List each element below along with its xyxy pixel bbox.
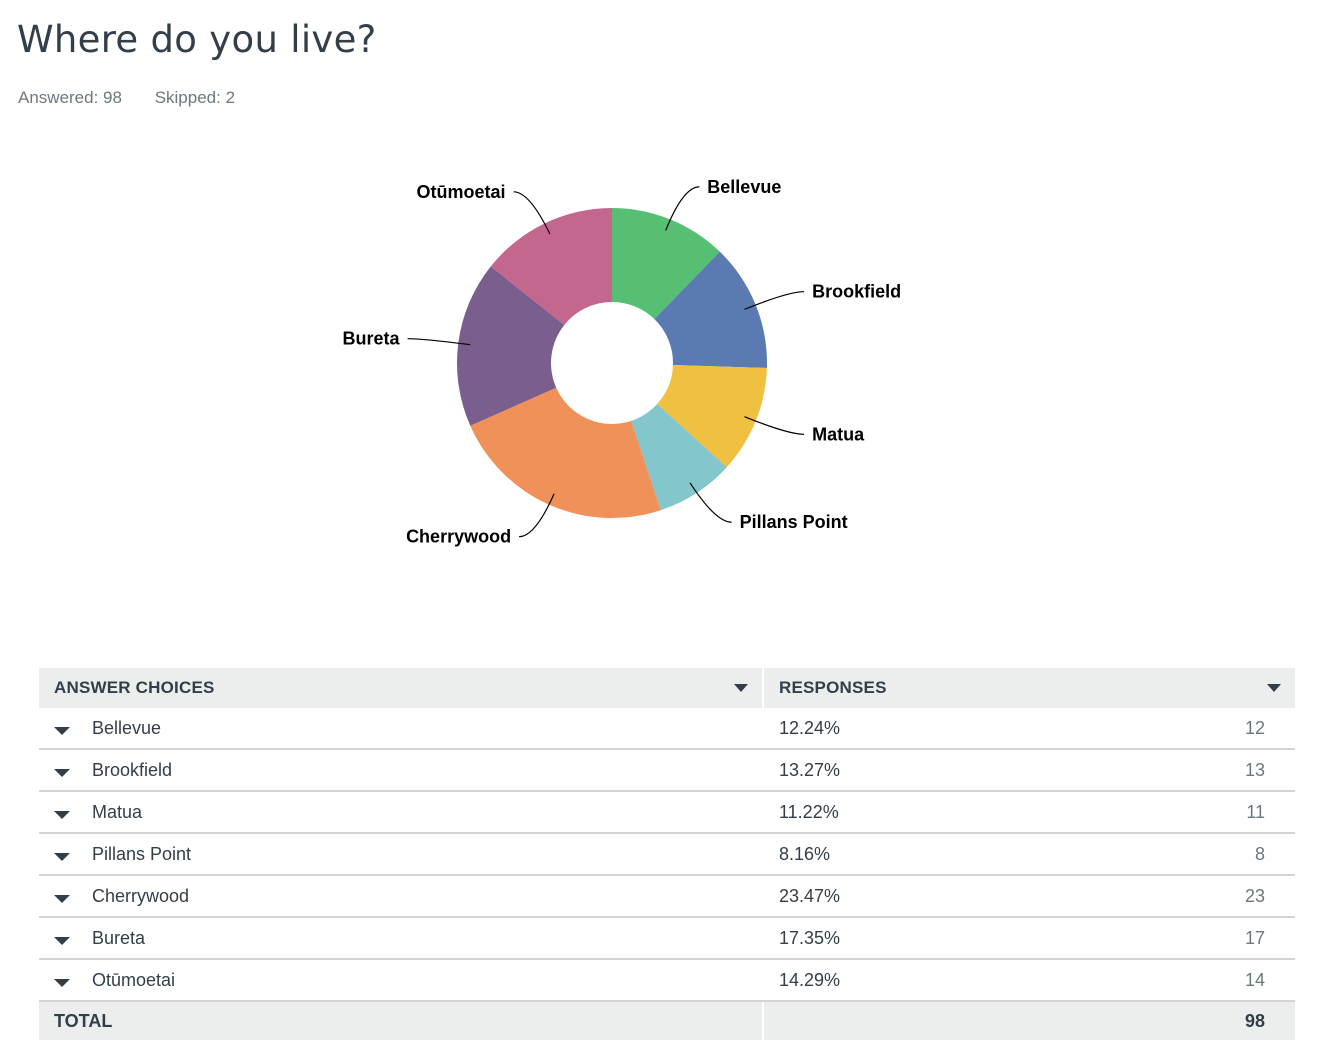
total-value: 98 [1244, 1010, 1265, 1031]
table-row: Brookfield 13.27% 13 [39, 749, 1295, 792]
header-answer-choices[interactable]: ANSWER CHOICES [39, 668, 763, 708]
answer-percent: 17.35% [779, 927, 841, 948]
expand-icon[interactable] [54, 894, 70, 903]
header-answer-choices-label: ANSWER CHOICES [54, 678, 215, 697]
sort-icon[interactable] [734, 684, 748, 692]
answer-count: 8 [1254, 843, 1265, 864]
answer-label: Pillans Point [92, 843, 192, 864]
answer-count: 12 [1244, 717, 1265, 738]
leader-line [744, 291, 805, 310]
slice-label: Bellevue [707, 177, 781, 197]
table-row: Pillans Point 8.16% 8 [39, 833, 1295, 876]
answer-percent: 11.22% [779, 801, 839, 822]
expand-icon[interactable] [54, 978, 70, 987]
leader-line [513, 191, 551, 235]
table-row: Otūmoetai 14.29% 14 [39, 959, 1295, 1002]
donut-chart: Bellevue Brookfield Matua Pillans Point Cher… [343, 177, 902, 547]
slice-label: Brookfield [812, 282, 901, 302]
pie-slice-ot-moetai[interactable] [490, 208, 612, 325]
answer-label: Bureta [92, 927, 146, 948]
answer-count: 11 [1246, 801, 1265, 822]
slice-label: Bureta [343, 329, 401, 349]
leader-line [665, 186, 700, 231]
slice-label: Matua [812, 424, 865, 444]
answer-count: 23 [1244, 885, 1265, 906]
slice-label: Cherrywood [406, 527, 511, 547]
table-row: Bureta 17.35% 17 [39, 917, 1295, 960]
total-row: TOTAL 98 [39, 1001, 1295, 1040]
answer-count: 13 [1244, 759, 1265, 780]
skipped-count: Skipped: 2 [154, 88, 236, 107]
header-responses-label: RESPONSES [779, 678, 887, 697]
pie-slice-matua[interactable] [657, 364, 767, 468]
response-stats: Answered: 98 Skipped: 2 [18, 88, 263, 108]
answer-label: Otūmoetai [92, 969, 176, 990]
answer-label: Brookfield [92, 759, 173, 780]
leader-line [519, 493, 555, 538]
leader-line [744, 416, 805, 435]
answer-percent: 8.16% [779, 843, 831, 864]
answer-count: 17 [1244, 927, 1265, 948]
answer-count: 14 [1244, 969, 1265, 990]
expand-icon[interactable] [54, 810, 70, 819]
answered-count: Answered: 98 [18, 88, 122, 107]
answer-percent: 23.47% [779, 885, 841, 906]
answer-percent: 14.29% [779, 969, 841, 990]
expand-icon[interactable] [54, 852, 70, 861]
expand-icon[interactable] [54, 936, 70, 945]
answer-table: ANSWER CHOICES RESPONSES Bellevue 12.24%… [39, 668, 1295, 1040]
pie-slice-bureta[interactable] [457, 266, 565, 426]
total-label: TOTAL [54, 1010, 113, 1031]
table-row: Cherrywood 23.47% 23 [39, 875, 1295, 918]
answer-percent: 12.24% [779, 717, 841, 738]
pie-slice-bellevue[interactable] [612, 208, 720, 320]
question-title: Where do you live? [17, 18, 377, 61]
pie-slice-brookfield[interactable] [654, 251, 767, 368]
table-row: Bellevue 12.24% 12 [39, 708, 1295, 750]
slice-label: Otūmoetai [417, 182, 506, 202]
answer-label: Matua [92, 801, 143, 822]
leader-line [689, 482, 732, 523]
leader-line [407, 338, 471, 346]
pie-slice-cherrywood[interactable] [470, 387, 661, 518]
answer-label: Cherrywood [92, 885, 190, 906]
answer-label: Bellevue [92, 717, 162, 738]
answer-percent: 13.27% [779, 759, 841, 780]
pie-slice-pillans-point[interactable] [631, 404, 727, 511]
sort-icon[interactable] [1267, 684, 1281, 692]
table-row: Matua 11.22% 11 [39, 791, 1295, 834]
expand-icon[interactable] [54, 726, 70, 735]
header-responses[interactable]: RESPONSES [762, 668, 1295, 708]
expand-icon[interactable] [54, 768, 70, 777]
slice-label: Pillans Point [740, 512, 848, 532]
